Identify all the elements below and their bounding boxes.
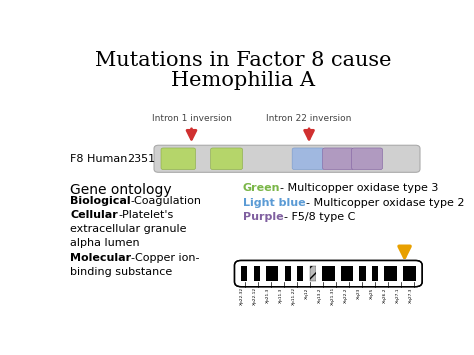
- Text: -Platelet's: -Platelet's: [118, 210, 173, 220]
- Bar: [372, 266, 378, 281]
- Text: Molecular: Molecular: [70, 252, 131, 263]
- Bar: [297, 266, 303, 281]
- Bar: [391, 266, 397, 281]
- Text: -Copper ion-: -Copper ion-: [131, 252, 200, 263]
- Bar: [272, 266, 279, 281]
- Bar: [310, 266, 316, 281]
- Text: binding substance: binding substance: [70, 267, 173, 277]
- Text: Purple: Purple: [243, 212, 283, 222]
- Bar: [410, 266, 416, 281]
- Text: -Coagulation: -Coagulation: [131, 196, 202, 206]
- Text: Xq26.2: Xq26.2: [383, 287, 387, 303]
- Bar: [384, 266, 391, 281]
- Text: Green: Green: [243, 184, 281, 193]
- Text: Xq12: Xq12: [305, 287, 309, 299]
- Text: Xq25: Xq25: [370, 287, 374, 299]
- Text: Xq22.2: Xq22.2: [344, 287, 348, 303]
- Text: alpha lumen: alpha lumen: [70, 238, 140, 248]
- Text: Xp22.32: Xp22.32: [240, 287, 244, 305]
- Bar: [247, 266, 254, 281]
- Text: Xq13.2: Xq13.2: [318, 287, 322, 303]
- Text: Gene ontology: Gene ontology: [70, 184, 172, 197]
- Bar: [366, 266, 372, 281]
- Text: Xp11.22: Xp11.22: [292, 287, 296, 305]
- Bar: [335, 266, 341, 281]
- Bar: [241, 266, 247, 281]
- Text: Cellular: Cellular: [70, 210, 118, 220]
- Text: Xp21.3: Xp21.3: [266, 287, 270, 302]
- FancyBboxPatch shape: [154, 145, 420, 172]
- Text: Xp11.3: Xp11.3: [279, 287, 283, 302]
- Text: Xq27.3: Xq27.3: [409, 287, 413, 303]
- Bar: [279, 266, 285, 281]
- Text: - F5/8 type C: - F5/8 type C: [283, 212, 355, 222]
- Text: Intron 22 inversion: Intron 22 inversion: [266, 114, 352, 123]
- Bar: [316, 266, 322, 281]
- Bar: [322, 266, 328, 281]
- Bar: [254, 266, 260, 281]
- Bar: [266, 266, 272, 281]
- Bar: [378, 266, 384, 281]
- Bar: [291, 266, 297, 281]
- FancyBboxPatch shape: [210, 148, 243, 170]
- Text: Hemophilia A: Hemophilia A: [171, 71, 315, 91]
- Text: Xq23: Xq23: [357, 287, 361, 299]
- FancyBboxPatch shape: [235, 261, 422, 287]
- Text: Xp22.12: Xp22.12: [253, 287, 257, 305]
- FancyBboxPatch shape: [161, 148, 196, 170]
- Text: Intron 1 inversion: Intron 1 inversion: [152, 114, 231, 123]
- FancyBboxPatch shape: [292, 148, 324, 170]
- Bar: [285, 266, 291, 281]
- Text: Xq27.1: Xq27.1: [396, 287, 400, 303]
- Bar: [303, 266, 310, 281]
- Text: Xq21.31: Xq21.31: [331, 287, 335, 306]
- Bar: [328, 266, 335, 281]
- FancyBboxPatch shape: [323, 148, 354, 170]
- Bar: [403, 266, 410, 281]
- Text: Light blue: Light blue: [243, 198, 306, 208]
- Text: extracellular granule: extracellular granule: [70, 224, 187, 234]
- Text: - Multicopper oxidase type 2: - Multicopper oxidase type 2: [306, 198, 464, 208]
- Text: 2351: 2351: [127, 154, 155, 164]
- Text: F8 Human: F8 Human: [70, 154, 128, 164]
- Text: Mutations in Factor 8 cause: Mutations in Factor 8 cause: [95, 51, 391, 70]
- Bar: [353, 266, 359, 281]
- Bar: [359, 266, 366, 281]
- Text: Biological: Biological: [70, 196, 131, 206]
- Bar: [260, 266, 266, 281]
- Bar: [341, 266, 347, 281]
- Bar: [347, 266, 353, 281]
- Bar: [397, 266, 403, 281]
- FancyBboxPatch shape: [352, 148, 383, 170]
- Text: - Multicopper oxidase type 3: - Multicopper oxidase type 3: [281, 184, 439, 193]
